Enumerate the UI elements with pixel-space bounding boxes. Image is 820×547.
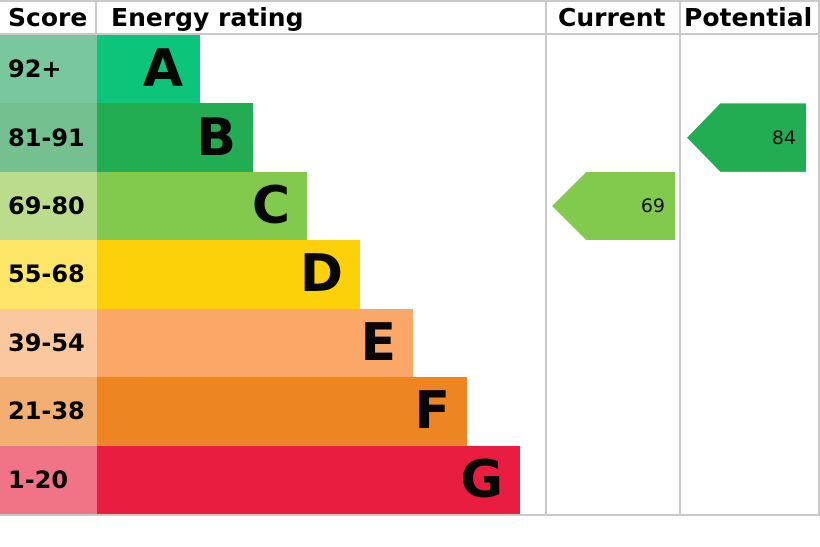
potential-cell: 84 [679,103,818,172]
band-letter: E [360,312,396,373]
rating-bar-f: F [97,377,467,446]
band-letter: D [299,244,343,305]
current-cell [545,445,679,514]
rating-bar-a: A [97,35,200,104]
score-range: 69-80 [0,171,97,241]
bottom-whitespace [0,516,820,547]
band-letter: C [251,176,290,237]
rating-bar-track: A [97,35,545,104]
potential-cell [679,445,818,514]
current-value: 69 [640,195,665,218]
current-rating-arrow: 69 [552,171,675,241]
rating-bar-track: D [97,240,545,309]
score-range: 55-68 [0,240,97,309]
bands-container: 92+ A 81-91 B 84 69 [0,35,818,514]
potential-cell [679,240,818,309]
rating-bar-track: E [97,308,545,378]
score-range: 81-91 [0,103,97,172]
band-row-f: 21-38 F [0,377,818,446]
band-row-e: 39-54 E [0,308,818,378]
potential-cell [679,171,818,241]
score-range: 21-38 [0,377,97,446]
potential-cell [679,35,818,104]
header-potential: Potential [679,2,818,33]
current-cell: 69 [545,171,679,241]
band-letter: F [414,381,450,442]
header-row: Score Energy rating Current Potential [0,2,818,35]
rating-bar-track: G [97,445,545,514]
potential-cell [679,377,818,446]
rating-bar-track: C [97,171,545,241]
potential-cell [679,308,818,378]
rating-bar-g: G [97,445,520,514]
header-energy-rating: Energy rating [111,3,304,32]
current-cell [545,240,679,309]
band-letter: A [142,39,183,100]
rating-bar-c: C [97,171,307,241]
score-range: 92+ [0,35,97,104]
rating-bar-b: B [97,103,253,172]
band-row-d: 55-68 D [0,240,818,309]
potential-value: 84 [771,126,796,149]
rating-bar-track: B [97,103,545,172]
header-current: Current [545,2,679,33]
band-row-c: 69-80 C 69 [0,171,818,241]
band-row-a: 92+ A [0,35,818,104]
epc-rating-chart: Score Energy rating Current Potential 92… [0,0,820,516]
rating-bar-d: D [97,240,360,309]
rating-bar-e: E [97,308,413,378]
current-cell [545,308,679,378]
rating-bar-track: F [97,377,545,446]
current-cell [545,103,679,172]
potential-rating-arrow: 84 [687,103,806,172]
score-range: 1-20 [0,445,97,514]
band-letter: B [196,107,236,168]
band-row-g: 1-20 G [0,445,818,514]
current-cell [545,377,679,446]
current-cell [545,35,679,104]
score-range: 39-54 [0,308,97,378]
header-score: Score [0,2,97,33]
band-letter: G [460,449,503,510]
band-row-b: 81-91 B 84 [0,103,818,172]
